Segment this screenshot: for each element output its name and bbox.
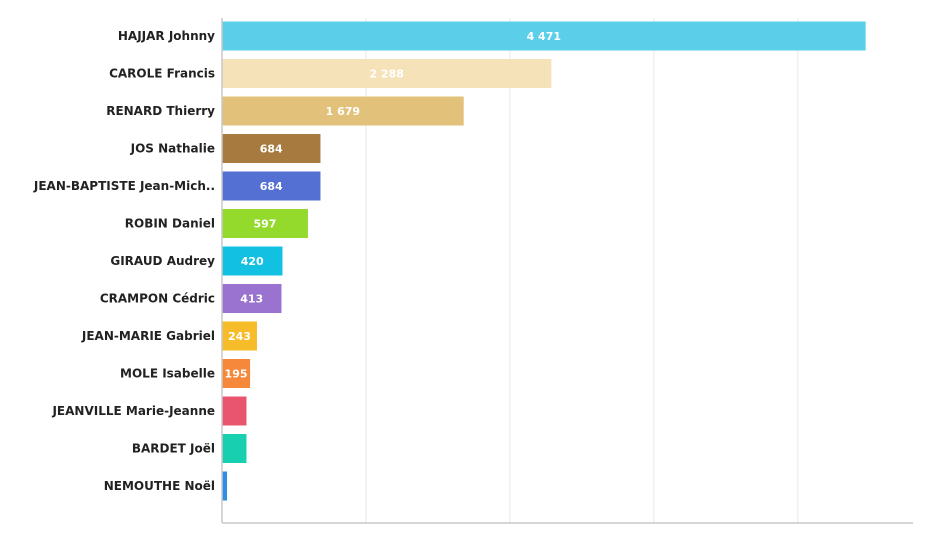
category-label: ROBIN Daniel xyxy=(125,217,215,231)
category-label: CAROLE Francis xyxy=(109,67,215,81)
data-label: 597 xyxy=(253,218,276,231)
bar xyxy=(222,134,321,163)
data-label: 195 xyxy=(225,368,248,381)
bar xyxy=(222,209,308,238)
data-label: 684 xyxy=(260,180,283,193)
bar xyxy=(222,96,464,126)
category-label: JEAN-BAPTISTE Jean-Mich.. xyxy=(33,179,215,193)
category-label: NEMOUTHE Noël xyxy=(104,479,215,493)
bar xyxy=(222,171,321,201)
bar xyxy=(222,471,228,501)
category-label: RENARD Thierry xyxy=(106,104,215,118)
data-label: 2 288 xyxy=(369,68,403,81)
category-label: GIRAUD Audrey xyxy=(110,254,215,268)
bar xyxy=(222,59,552,88)
category-label: JEAN-MARIE Gabriel xyxy=(81,329,215,343)
bar xyxy=(222,359,251,388)
bar xyxy=(222,246,283,276)
category-label: CRAMPON Cédric xyxy=(100,292,215,306)
category-label: MOLE Isabelle xyxy=(120,367,215,381)
bar xyxy=(222,21,866,51)
category-label: JOS Nathalie xyxy=(130,142,215,156)
bar xyxy=(222,321,257,351)
category-label: JEANVILLE Marie-Jeanne xyxy=(51,404,215,418)
data-label: 1 679 xyxy=(326,105,360,118)
data-label: 684 xyxy=(260,143,283,156)
category-label: BARDET Joël xyxy=(132,442,215,456)
bar xyxy=(222,434,247,463)
data-label: 413 xyxy=(240,293,263,306)
data-label: 420 xyxy=(241,255,264,268)
bar xyxy=(222,396,247,426)
data-label: 4 471 xyxy=(527,30,561,43)
data-label: 243 xyxy=(228,330,251,343)
bar xyxy=(222,284,282,313)
category-label: HAJJAR Johnny xyxy=(118,29,215,43)
